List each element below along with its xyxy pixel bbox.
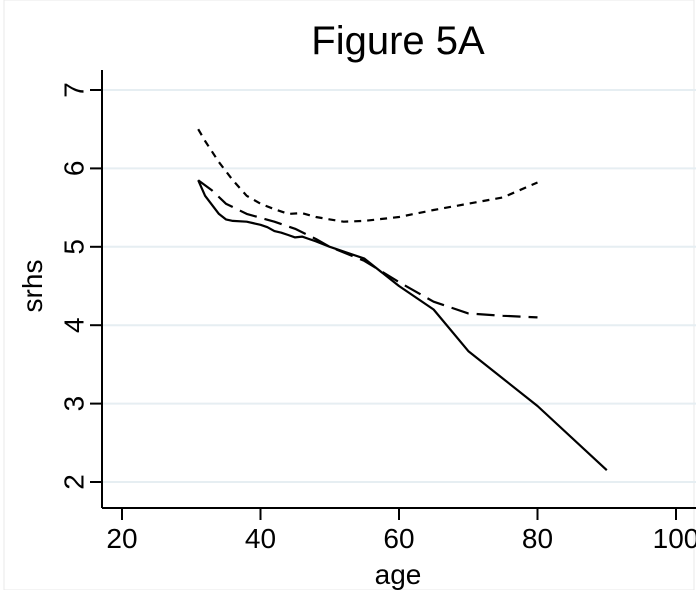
series-line-3-short-dash	[197, 128, 538, 223]
x-tick-label-20: 20	[106, 523, 137, 554]
series-line-2-long-dash	[197, 179, 538, 319]
chart-title: Figure 5A	[311, 19, 485, 63]
figure-border	[3, 0, 695, 590]
y-tick-label-6: 6	[58, 161, 89, 177]
x-axis-label: age	[375, 559, 422, 590]
y-axis-label: srhs	[17, 260, 48, 313]
x-tick-label-40: 40	[245, 523, 276, 554]
grid-lines	[103, 89, 696, 483]
axis-ticks: 2 3 4 5 6 7 20 40 60 80 100	[58, 82, 696, 554]
y-tick-label-5: 5	[58, 239, 89, 255]
y-tick-label-2: 2	[58, 474, 89, 490]
y-tick-label-3: 3	[58, 396, 89, 412]
series-line-1-solid	[197, 179, 608, 472]
x-tick-label-60: 60	[383, 523, 414, 554]
y-tick-label-7: 7	[58, 82, 89, 98]
data-series	[197, 128, 608, 472]
x-tick-label-100: 100	[653, 523, 696, 554]
x-tick-label-80: 80	[522, 523, 553, 554]
y-tick-label-4: 4	[58, 317, 89, 333]
